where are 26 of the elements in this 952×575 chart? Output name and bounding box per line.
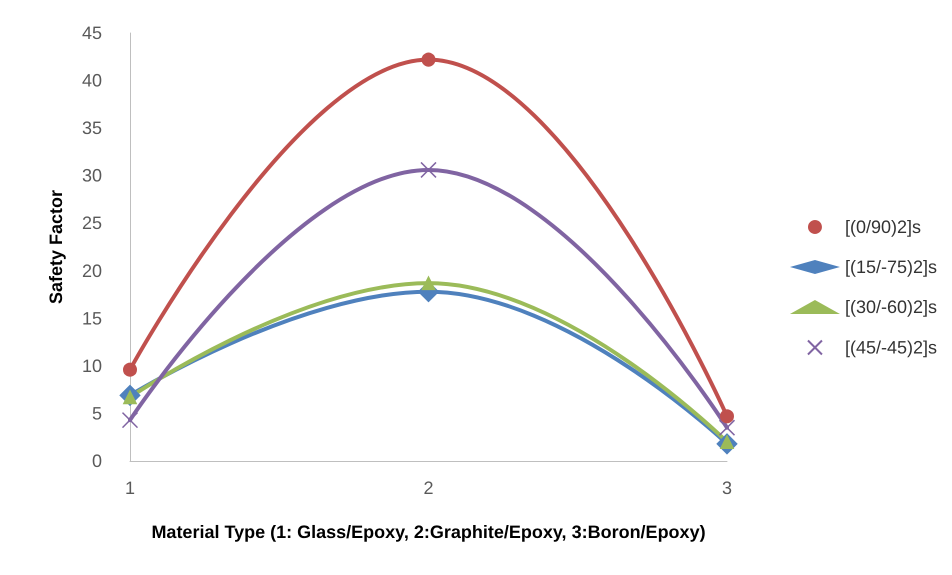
legend-label: [(15/-75)2]s bbox=[844, 257, 938, 277]
point bbox=[720, 409, 734, 424]
y-tick-label: 5 bbox=[92, 403, 102, 424]
x-axis-title: Material Type (1: Glass/Epoxy, 2:Graphite/Epoxy, 3:Boron/Epoxy) bbox=[151, 522, 706, 542]
legend-label: [(0/90)2]s bbox=[844, 217, 922, 237]
point bbox=[122, 412, 138, 428]
legend-label: [(45/-45)2]s bbox=[844, 338, 938, 358]
point bbox=[420, 162, 437, 178]
y-tick-label: 45 bbox=[82, 23, 102, 43]
y-tick-label: 25 bbox=[82, 213, 102, 234]
y-tick-label: 40 bbox=[82, 70, 102, 91]
x-tick-label: 3 bbox=[722, 478, 732, 498]
y-tick-label: 35 bbox=[82, 118, 102, 138]
x-tick-label: 1 bbox=[124, 478, 136, 498]
y-tick-label: 20 bbox=[82, 260, 102, 281]
y-tick-label: 30 bbox=[82, 166, 102, 186]
point bbox=[422, 52, 436, 67]
legend-label: [(30/-60)2]s bbox=[844, 297, 938, 317]
y-tick-label: 10 bbox=[82, 356, 102, 376]
y-tick-label: 15 bbox=[82, 308, 102, 328]
point bbox=[123, 362, 137, 377]
point bbox=[718, 419, 736, 436]
point bbox=[422, 276, 436, 290]
y-tick-label: 0 bbox=[92, 451, 102, 471]
x-tick-label: 2 bbox=[423, 478, 434, 498]
y-axis-title: Safety Factor bbox=[46, 190, 66, 304]
